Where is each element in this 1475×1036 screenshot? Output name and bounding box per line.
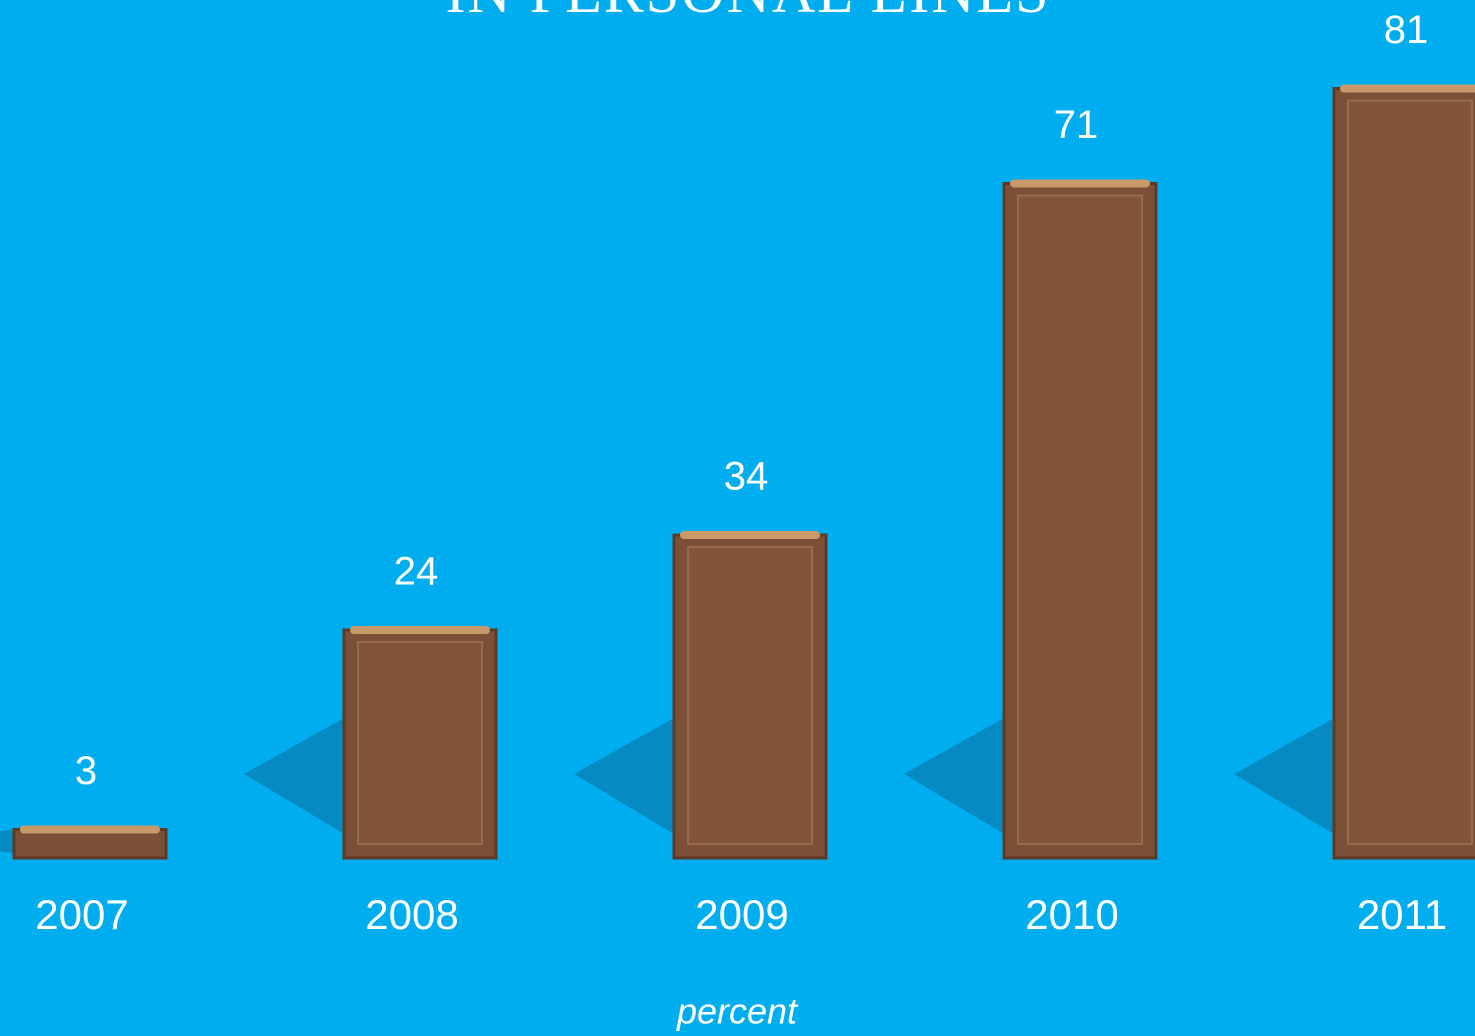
- bar-inner: [357, 641, 483, 845]
- value-label: 71: [1054, 103, 1099, 147]
- bar-inner: [1347, 99, 1473, 845]
- chart-title: IN PERSONAL LINES: [445, 0, 1050, 25]
- value-label: 34: [724, 455, 769, 499]
- value-label: 81: [1384, 8, 1429, 52]
- x-tick-label: 2011: [1357, 891, 1447, 938]
- bar: [12, 828, 168, 860]
- bar-bite: [1010, 179, 1150, 188]
- bar-bite: [20, 825, 160, 834]
- bar-inner: [687, 546, 813, 845]
- value-label: 3: [75, 749, 97, 793]
- bar-inner: [1017, 194, 1143, 845]
- bar-bite: [1340, 84, 1475, 93]
- bar-bite: [350, 626, 490, 634]
- x-tick-label: 2007: [35, 891, 128, 938]
- x-tick-label: 2010: [1025, 891, 1118, 938]
- bar-bite: [680, 531, 820, 539]
- x-tick-label: 2008: [365, 891, 458, 938]
- value-label: 24: [394, 550, 439, 594]
- x-axis-label: percent: [676, 991, 799, 1032]
- x-tick-label: 2009: [695, 891, 788, 938]
